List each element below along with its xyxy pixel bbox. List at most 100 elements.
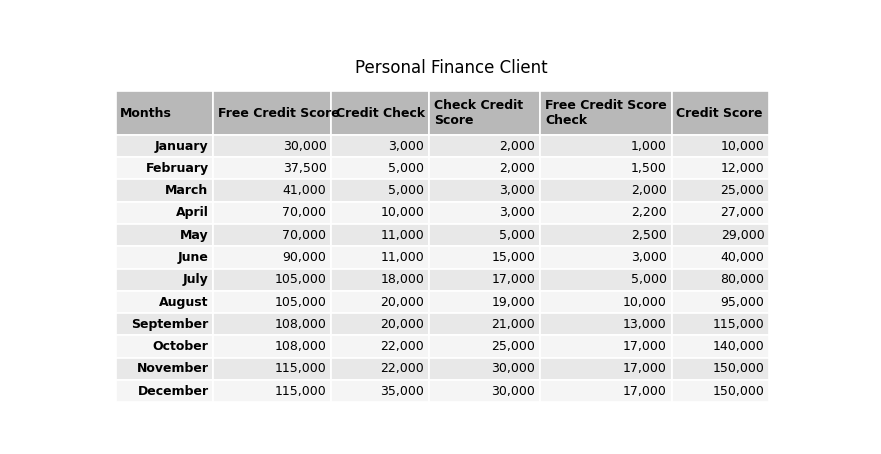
Text: 17,000: 17,000 [623,340,667,353]
Text: 21,000: 21,000 [492,318,536,331]
Text: 29,000: 29,000 [721,229,765,242]
Text: 2,000: 2,000 [631,184,667,197]
Text: 150,000: 150,000 [713,385,765,398]
Bar [115,291,213,313]
Bar [213,224,331,247]
Bar [540,291,671,313]
Bar [331,247,429,269]
Bar [115,91,213,135]
Bar [331,291,429,313]
Bar [115,247,213,269]
Text: 2,000: 2,000 [500,139,536,153]
Bar [213,135,331,157]
Text: May: May [180,229,209,242]
Bar [540,135,671,157]
Bar [429,358,540,380]
Text: 90,000: 90,000 [283,251,327,264]
Text: 2,000: 2,000 [500,162,536,175]
Bar [429,269,540,291]
Text: 35,000: 35,000 [381,385,424,398]
Text: February: February [145,162,209,175]
Bar [331,91,429,135]
Text: 3,000: 3,000 [500,184,536,197]
Text: 41,000: 41,000 [283,184,327,197]
Bar [540,157,671,179]
Text: 5,000: 5,000 [389,162,424,175]
Bar [429,291,540,313]
Text: 3,000: 3,000 [389,139,424,153]
Bar [540,336,671,358]
Bar [540,179,671,202]
Text: 115,000: 115,000 [275,385,327,398]
Text: 25,000: 25,000 [721,184,765,197]
Bar [429,336,540,358]
Bar [540,91,671,135]
Bar [671,336,769,358]
Bar [429,224,540,247]
Bar [115,202,213,224]
Text: 20,000: 20,000 [381,296,424,309]
Bar [331,269,429,291]
Bar [115,380,213,402]
Text: 12,000: 12,000 [721,162,765,175]
Bar [213,313,331,336]
Text: 11,000: 11,000 [381,229,424,242]
Bar [115,224,213,247]
Bar [540,313,671,336]
Text: 80,000: 80,000 [721,273,765,286]
Text: 22,000: 22,000 [381,362,424,375]
Bar [213,202,331,224]
Text: November: November [137,362,209,375]
Text: 115,000: 115,000 [275,362,327,375]
Text: 27,000: 27,000 [721,207,765,219]
Text: 19,000: 19,000 [492,296,536,309]
Bar [213,336,331,358]
Bar [429,179,540,202]
Text: June: June [178,251,209,264]
Bar [671,269,769,291]
Bar [115,157,213,179]
Bar [213,269,331,291]
Bar [115,313,213,336]
Bar [331,358,429,380]
Bar [115,358,213,380]
Text: March: March [166,184,209,197]
Text: 15,000: 15,000 [492,251,536,264]
Text: 5,000: 5,000 [389,184,424,197]
Bar [429,202,540,224]
Bar [115,336,213,358]
Bar [540,247,671,269]
Text: 40,000: 40,000 [721,251,765,264]
Bar [671,135,769,157]
Text: Free Credit Score
Check: Free Credit Score Check [545,99,667,127]
Bar [331,135,429,157]
Bar [213,358,331,380]
Text: 10,000: 10,000 [623,296,667,309]
Text: 95,000: 95,000 [721,296,765,309]
Bar [331,157,429,179]
Bar [429,380,540,402]
Bar [671,157,769,179]
Bar [213,179,331,202]
Bar [115,135,213,157]
Text: 140,000: 140,000 [713,340,765,353]
Bar [213,291,331,313]
Text: 105,000: 105,000 [275,273,327,286]
Text: 37,500: 37,500 [283,162,327,175]
Text: Free Credit Score: Free Credit Score [218,107,340,119]
Text: 105,000: 105,000 [275,296,327,309]
Bar [671,313,769,336]
Bar [429,247,540,269]
Text: August: August [159,296,209,309]
Text: 22,000: 22,000 [381,340,424,353]
Text: 3,000: 3,000 [631,251,667,264]
Text: 25,000: 25,000 [492,340,536,353]
Text: 30,000: 30,000 [492,385,536,398]
Bar [540,202,671,224]
Text: 1,000: 1,000 [631,139,667,153]
Bar [540,358,671,380]
Text: 30,000: 30,000 [283,139,327,153]
Bar [115,179,213,202]
Bar [331,336,429,358]
Bar [331,179,429,202]
